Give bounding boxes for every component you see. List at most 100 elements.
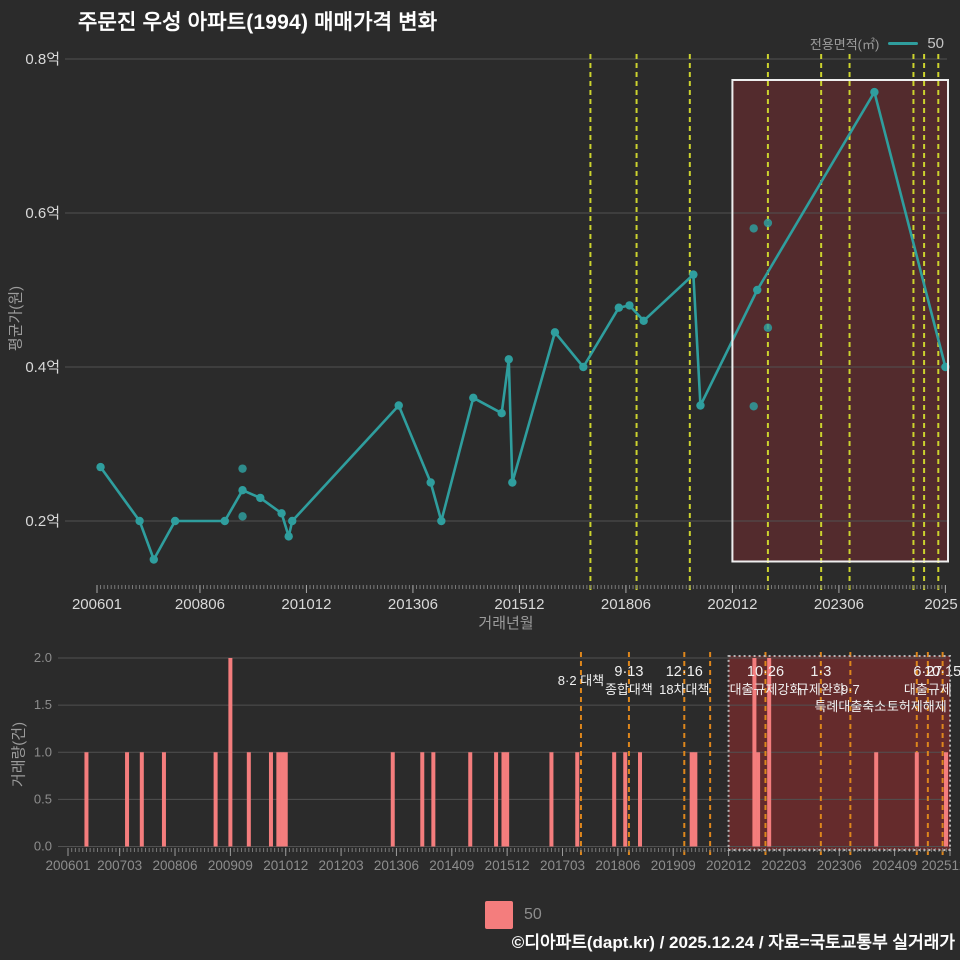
volume-bar[interactable] [756, 752, 761, 847]
policy-annotation: 대출규제강화 [730, 682, 802, 697]
volume-axis-title: 거래량(건) [10, 721, 28, 788]
volume-xtick-label: 202512 [921, 858, 960, 873]
price-xtick-label: 202306 [814, 596, 864, 613]
volume-xtick-label: 202306 [817, 858, 862, 873]
volume-bar[interactable] [431, 752, 436, 847]
policy-annotation: 6·27 [913, 664, 942, 680]
volume-bar[interactable] [161, 752, 166, 847]
price-point[interactable] [96, 462, 105, 472]
policy-annotation: 10·26 [747, 664, 784, 680]
volume-bar[interactable] [767, 658, 772, 847]
price-point[interactable] [870, 87, 879, 97]
price-point[interactable] [504, 355, 513, 364]
volume-xtick-label: 202012 [706, 858, 751, 873]
page-title: 주문진 우성 아파트(1994) 매매가격 변화 [78, 11, 438, 34]
price-point[interactable] [426, 478, 435, 487]
volume-bar[interactable] [139, 752, 144, 847]
volume-xtick-label: 200806 [152, 858, 197, 873]
volume-bar[interactable] [874, 752, 879, 847]
volume-bar[interactable] [752, 658, 757, 847]
price-point[interactable] [639, 316, 648, 325]
volume-bar[interactable] [494, 752, 499, 847]
policy-annotation: 18차대책 [659, 682, 709, 697]
scatter-point[interactable] [763, 218, 773, 228]
legend-bar-swatch [485, 901, 513, 929]
volume-bar[interactable] [390, 752, 395, 847]
volume-bar[interactable] [213, 752, 218, 847]
volume-bar[interactable] [468, 752, 473, 847]
price-point[interactable] [696, 401, 705, 410]
volume-bar[interactable] [280, 752, 285, 847]
price-point[interactable] [508, 478, 517, 487]
volume-bar[interactable] [944, 752, 948, 847]
price-point[interactable] [614, 303, 624, 312]
price-point[interactable] [579, 362, 588, 372]
volume-bar[interactable] [505, 752, 510, 847]
volume-bar[interactable] [693, 752, 698, 847]
volume-bar[interactable] [246, 752, 251, 847]
volume-bar[interactable] [501, 752, 506, 847]
volume-bar[interactable] [612, 752, 617, 847]
volume-bar[interactable] [689, 752, 694, 847]
policy-annotation: 대출규제 [904, 682, 952, 697]
price-point[interactable] [625, 301, 634, 310]
price-ytick-label: 0.4억 [25, 359, 60, 376]
legend-line-swatch [888, 42, 919, 45]
volume-bar[interactable] [575, 752, 580, 847]
volume-bar[interactable] [283, 752, 288, 847]
price-point[interactable] [220, 516, 229, 526]
price-point[interactable] [288, 516, 297, 526]
bottom-legend-series-label: 50 [524, 906, 542, 923]
volume-xtick-label: 201806 [595, 858, 640, 873]
price-ytick-label: 0.8억 [25, 51, 60, 68]
volume-bar[interactable] [638, 752, 643, 847]
price-point[interactable] [437, 516, 446, 526]
price-point[interactable] [284, 532, 293, 541]
volume-bar[interactable] [914, 752, 919, 847]
price-point[interactable] [149, 555, 158, 564]
volume-xtick-label: 201909 [651, 858, 696, 873]
policy-annotation: 12·16 [666, 664, 703, 680]
price-ytick-label: 0.6억 [25, 205, 60, 222]
price-xtick-label: 201306 [388, 596, 438, 613]
price-point[interactable] [256, 493, 265, 503]
volume-xtick-label: 200909 [208, 858, 253, 873]
volume-xtick-label: 201012 [263, 858, 308, 873]
scatter-point[interactable] [238, 464, 247, 473]
policy-annotation: 1·3 [810, 664, 831, 680]
volume-bar[interactable] [268, 752, 273, 847]
price-xtick-label: 201512 [494, 596, 544, 613]
volume-bar[interactable] [420, 752, 425, 847]
price-point[interactable] [238, 486, 247, 495]
price-point[interactable] [497, 409, 506, 418]
price-xtick-label: 2025 [924, 596, 957, 613]
price-point[interactable] [394, 401, 403, 410]
price-point[interactable] [753, 285, 762, 295]
volume-xtick-label: 202409 [872, 858, 917, 873]
scatter-point[interactable] [749, 224, 758, 233]
price-ytick-label: 0.2억 [25, 513, 60, 530]
volume-ytick-label: 1.5 [34, 697, 52, 712]
price-xtick-label: 201806 [601, 596, 651, 613]
scatter-point[interactable] [763, 323, 773, 332]
volume-bar[interactable] [125, 752, 130, 847]
volume-bar[interactable] [228, 658, 233, 847]
volume-bar[interactable] [276, 752, 281, 847]
volume-ytick-label: 1.0 [34, 744, 52, 759]
volume-bar[interactable] [549, 752, 554, 847]
price-xtick-label: 200806 [175, 596, 225, 613]
x-axis-title: 거래년월 [478, 615, 534, 632]
price-point[interactable] [277, 509, 286, 518]
price-point[interactable] [135, 516, 144, 526]
volume-bar[interactable] [84, 752, 89, 847]
price-point[interactable] [469, 393, 478, 402]
price-point[interactable] [170, 516, 180, 526]
volume-bar[interactable] [623, 752, 628, 847]
price-point[interactable] [550, 328, 560, 337]
scatter-point[interactable] [238, 512, 247, 521]
volume-ytick-label: 0.5 [34, 791, 52, 806]
top-legend: 전용면적(㎡) 50 [810, 34, 944, 53]
price-point[interactable] [689, 270, 698, 279]
scatter-point[interactable] [749, 402, 758, 411]
